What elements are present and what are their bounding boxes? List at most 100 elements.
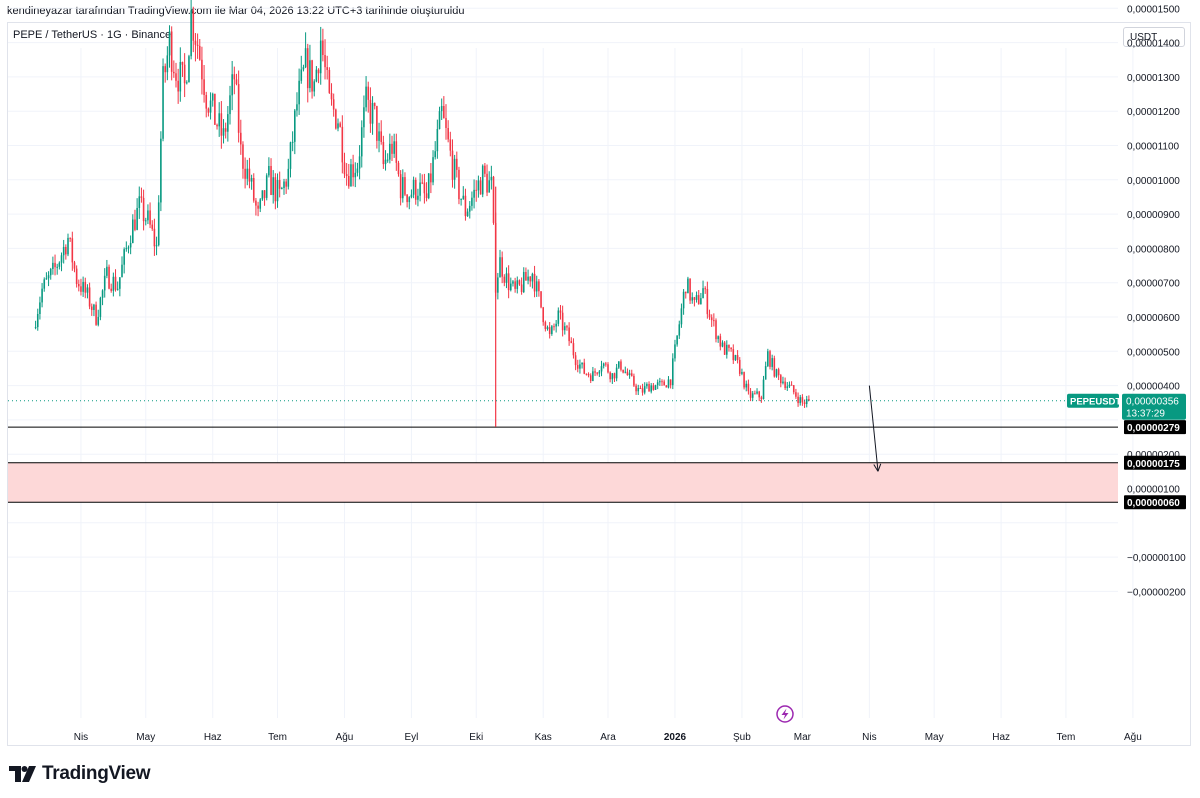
candle-body (730, 347, 732, 350)
candle-body (507, 273, 510, 291)
x-tick-label: May (136, 732, 155, 743)
candle-body (736, 355, 739, 360)
y-tick-label: 0,00000600 (1127, 313, 1180, 324)
candle-body (324, 55, 326, 68)
candle-body (594, 371, 596, 373)
tradingview-logo[interactable]: TradingView (9, 763, 151, 785)
candle-body (276, 180, 279, 202)
candle-body (231, 74, 233, 96)
candle-body (52, 262, 54, 270)
candle-body (585, 373, 588, 375)
candle-body (294, 110, 296, 142)
candle-body (237, 84, 240, 133)
candle-body (302, 67, 305, 70)
candle-body (343, 162, 346, 175)
candle-body (326, 67, 328, 70)
candle-body (289, 142, 292, 169)
candle-body (67, 237, 69, 255)
candle-body (542, 307, 544, 323)
candle-body (300, 69, 303, 81)
candle-body (103, 275, 106, 291)
candle-body (270, 165, 272, 195)
y-tick-label: 0,00001200 (1127, 107, 1180, 118)
candle-body (717, 336, 719, 340)
candle-body (360, 127, 363, 157)
candle-body (373, 103, 376, 107)
candle-body (319, 40, 322, 74)
candle-body (203, 79, 205, 96)
candle-body (533, 273, 536, 292)
candle-body (680, 308, 683, 325)
candle-body (240, 132, 242, 145)
candle-body (687, 278, 689, 294)
candle-body (529, 276, 532, 282)
candle-body (756, 391, 758, 394)
candle-body (339, 123, 341, 127)
candle-body (516, 280, 519, 289)
candle-body (633, 375, 635, 386)
x-tick-label: Nis (862, 732, 876, 743)
symbol-title[interactable]: PEPE / TetherUS · 1G · Binance (13, 29, 172, 41)
events-icon[interactable] (776, 705, 794, 723)
candle-body (211, 93, 214, 101)
candle-body (650, 385, 652, 392)
x-tick-label: Ağu (1124, 732, 1142, 743)
candle-body (531, 273, 534, 282)
candle-body (684, 291, 687, 294)
candle-body (546, 327, 549, 330)
y-tick-label: 0,00000700 (1127, 279, 1180, 290)
candle-body (157, 202, 160, 246)
candle-body (790, 384, 793, 386)
candle-body (183, 64, 186, 84)
target-zone[interactable] (8, 462, 1118, 503)
candle-body (397, 162, 400, 175)
x-tick-label: May (925, 732, 944, 743)
currency-button[interactable]: USDT (1123, 27, 1185, 47)
candle-body (503, 276, 506, 283)
candle-body (410, 194, 413, 198)
candle-body (205, 95, 208, 109)
candle-body (520, 284, 523, 293)
x-tick-label: Mar (794, 732, 812, 743)
candle-body (220, 113, 223, 136)
candle-body (751, 393, 754, 398)
candle-body (443, 106, 445, 119)
candle-body (721, 342, 724, 347)
candle-body (447, 128, 449, 140)
candle-body (665, 385, 668, 388)
candle-body (615, 367, 618, 379)
candle-body (132, 219, 134, 243)
candle-body (65, 246, 67, 255)
candle-body (611, 373, 614, 380)
arrow-annotation[interactable] (868, 385, 882, 472)
candle-body (672, 358, 674, 386)
candle-body (581, 362, 583, 365)
candle-body (114, 276, 117, 290)
candle-body (419, 182, 421, 196)
candle-body (389, 143, 391, 160)
x-tick-label: Ağu (336, 732, 354, 743)
candle-body (421, 182, 424, 184)
y-tick-label: 0,00000100 (1127, 485, 1180, 496)
x-tick-label: Eki (469, 732, 483, 743)
candle-body (648, 384, 650, 392)
candle-body (777, 369, 780, 376)
y-tick-label: 0,00001100 (1127, 142, 1180, 153)
candle-body (263, 190, 266, 198)
candle-body (538, 281, 540, 292)
candle-body (367, 86, 370, 100)
candle-body (553, 326, 555, 328)
arrow-head (873, 464, 879, 472)
candle-body (656, 382, 659, 386)
candle-body (155, 245, 158, 247)
candle-body (676, 335, 678, 345)
time-axis[interactable]: Nis May Haz Tem Ağu Eyl Eki Kas Ara 2026 Şub Mar Nis… (74, 732, 1142, 743)
candle-body (497, 277, 499, 293)
x-tick-label: Eyl (404, 732, 418, 743)
candle-body (678, 324, 681, 336)
price-axis[interactable]: 0,000016000,000015000,000014000,00001300… (1127, 0, 1186, 598)
candle-body (639, 388, 642, 390)
candle-body (354, 172, 357, 178)
candle-body (492, 176, 495, 223)
